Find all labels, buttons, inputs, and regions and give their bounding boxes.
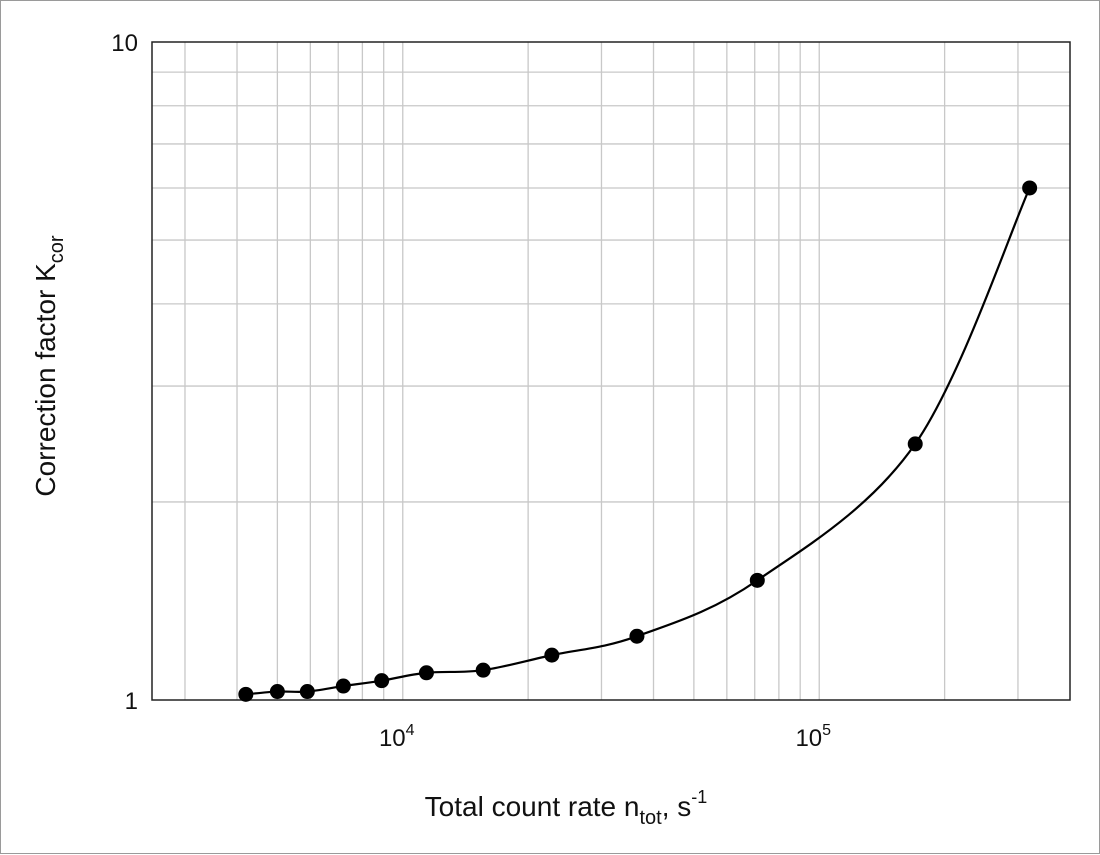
data-point [749, 572, 765, 588]
x-tick-label: 105 [795, 722, 831, 752]
plot-area [151, 41, 1071, 701]
data-point [475, 662, 491, 678]
x-tick-exponent: 4 [406, 722, 415, 739]
x-title-main: Total count rate n [425, 791, 640, 822]
x-tick-base: 10 [795, 725, 822, 752]
y-title-main: Correction factor K [30, 263, 61, 497]
data-point [238, 686, 254, 702]
x-title-after: , s [662, 791, 692, 822]
x-title-sub: tot [639, 807, 662, 829]
x-tick-base: 10 [379, 725, 406, 752]
data-point [907, 436, 923, 452]
data-point [374, 673, 390, 689]
grid [152, 42, 1070, 700]
data-point [299, 684, 315, 700]
y-title-sub: cor [46, 235, 68, 263]
x-title-sup: -1 [691, 787, 707, 807]
data-points [238, 180, 1038, 702]
y-axis-title: Correction factor Kcor [30, 235, 68, 497]
x-tick-exponent: 5 [822, 722, 831, 739]
x-axis-title: Total count rate ntot, s-1 [425, 787, 708, 829]
x-tick-label: 104 [379, 722, 415, 752]
data-point [418, 665, 434, 681]
data-point [1022, 180, 1038, 196]
data-point [629, 628, 645, 644]
data-point [544, 647, 560, 663]
y-tick-label: 10 [111, 30, 138, 57]
y-tick-label: 1 [125, 688, 138, 715]
data-point [335, 678, 351, 694]
data-point [269, 684, 285, 700]
